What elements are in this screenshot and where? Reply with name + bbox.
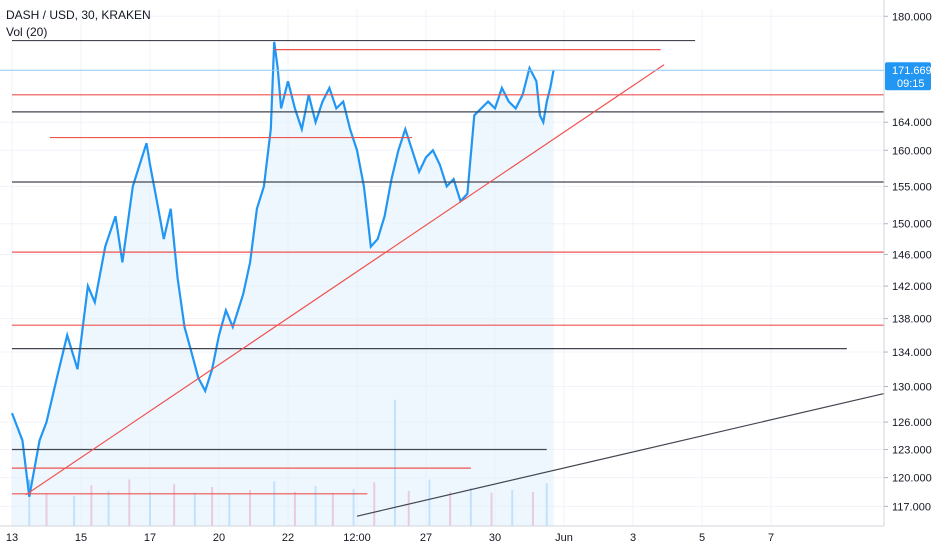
time-tick-label: Jun xyxy=(555,532,573,544)
symbol-legend[interactable]: DASH / USD, 30, KRAKEN xyxy=(6,8,151,22)
last-price-value: 171.669 xyxy=(892,65,932,77)
time-tick-label: 17 xyxy=(144,532,156,544)
time-tick-label: 27 xyxy=(420,532,432,544)
trendlines[interactable] xyxy=(25,64,885,517)
bar-countdown: 09:15 xyxy=(897,78,925,90)
time-tick-label: 20 xyxy=(213,532,225,544)
price-tick-label: 180.000 xyxy=(892,11,932,23)
price-tick-label: 120.000 xyxy=(892,473,932,485)
price-tick-label: 160.000 xyxy=(892,145,932,157)
time-tick-label: 12:00 xyxy=(343,532,371,544)
price-tick-label: 150.000 xyxy=(892,219,932,231)
time-tick-label: 5 xyxy=(699,532,705,544)
time-tick-label: 22 xyxy=(282,532,294,544)
volume-legend[interactable]: Vol (20) xyxy=(6,25,48,39)
price-tick-label: 123.000 xyxy=(892,444,932,456)
price-tick-label: 146.000 xyxy=(892,249,932,261)
time-axis[interactable]: 13 15 17 20 22 12:00 27 30 Jun 3 5 7 xyxy=(6,532,774,544)
time-tick-label: 13 xyxy=(6,532,18,544)
price-tick-label: 164.000 xyxy=(892,117,932,129)
price-tick-label: 138.000 xyxy=(892,314,932,326)
price-tick-label: 117.000 xyxy=(892,501,931,513)
horizontal-levels[interactable] xyxy=(12,39,884,495)
time-tick-label: 30 xyxy=(489,532,501,544)
time-tick-label: 15 xyxy=(75,532,87,544)
trendline xyxy=(356,392,885,517)
price-tick-label: 126.000 xyxy=(892,417,932,429)
price-area-fill xyxy=(12,41,554,527)
price-tick-label: 155.000 xyxy=(892,181,932,193)
time-tick-label: 7 xyxy=(768,532,774,544)
price-tick-label: 130.000 xyxy=(892,382,932,394)
price-tick-label: 142.000 xyxy=(892,281,932,293)
price-axis[interactable]: 180.000 164.000 160.000 155.000 150.000 146.0… xyxy=(884,11,932,513)
last-price-badge-box xyxy=(885,62,931,91)
time-tick-label: 3 xyxy=(630,532,636,544)
price-tick-label: 134.000 xyxy=(892,347,932,359)
trendline xyxy=(25,64,665,496)
